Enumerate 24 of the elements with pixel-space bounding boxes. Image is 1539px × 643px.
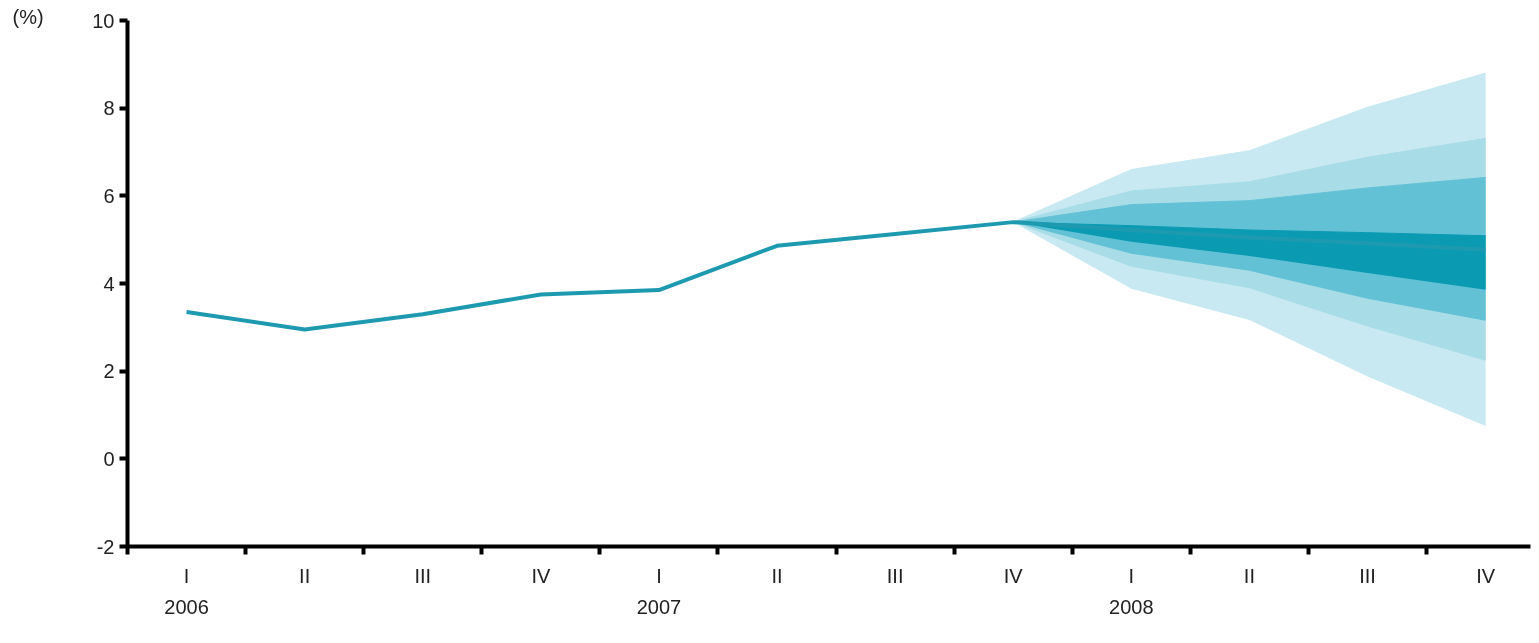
x-tick-label: II: [771, 564, 783, 587]
y-tick-label: 8: [103, 97, 115, 120]
x-tick-label: III: [886, 564, 904, 587]
y-tick-label: 4: [103, 272, 115, 295]
x-tick-label: IV: [531, 564, 551, 587]
x-tick-label: I: [1128, 564, 1135, 587]
x-tick-label: I: [656, 564, 662, 587]
text: 2007: [636, 595, 682, 618]
y-axis-title: (%): [12, 5, 44, 28]
x-tick-label: III: [1359, 564, 1376, 587]
text: 2008: [1109, 595, 1154, 618]
y-tick-label: 2: [103, 360, 115, 383]
x-tick-label: III: [414, 564, 432, 587]
y-tick-label: -2: [96, 535, 115, 558]
x-tick-label: IV: [1003, 564, 1024, 587]
text: 2006: [164, 595, 209, 618]
x-tick-label: IV: [1476, 564, 1496, 587]
y-tick-label: 10: [92, 9, 115, 32]
x-tick-label: II: [299, 564, 311, 587]
y-tick-label: 0: [103, 447, 115, 470]
x-tick-label: I: [183, 564, 190, 587]
line-series: [184, 220, 1488, 332]
y-tick-label: 6: [103, 184, 115, 207]
x-tick-label: II: [1243, 564, 1255, 587]
